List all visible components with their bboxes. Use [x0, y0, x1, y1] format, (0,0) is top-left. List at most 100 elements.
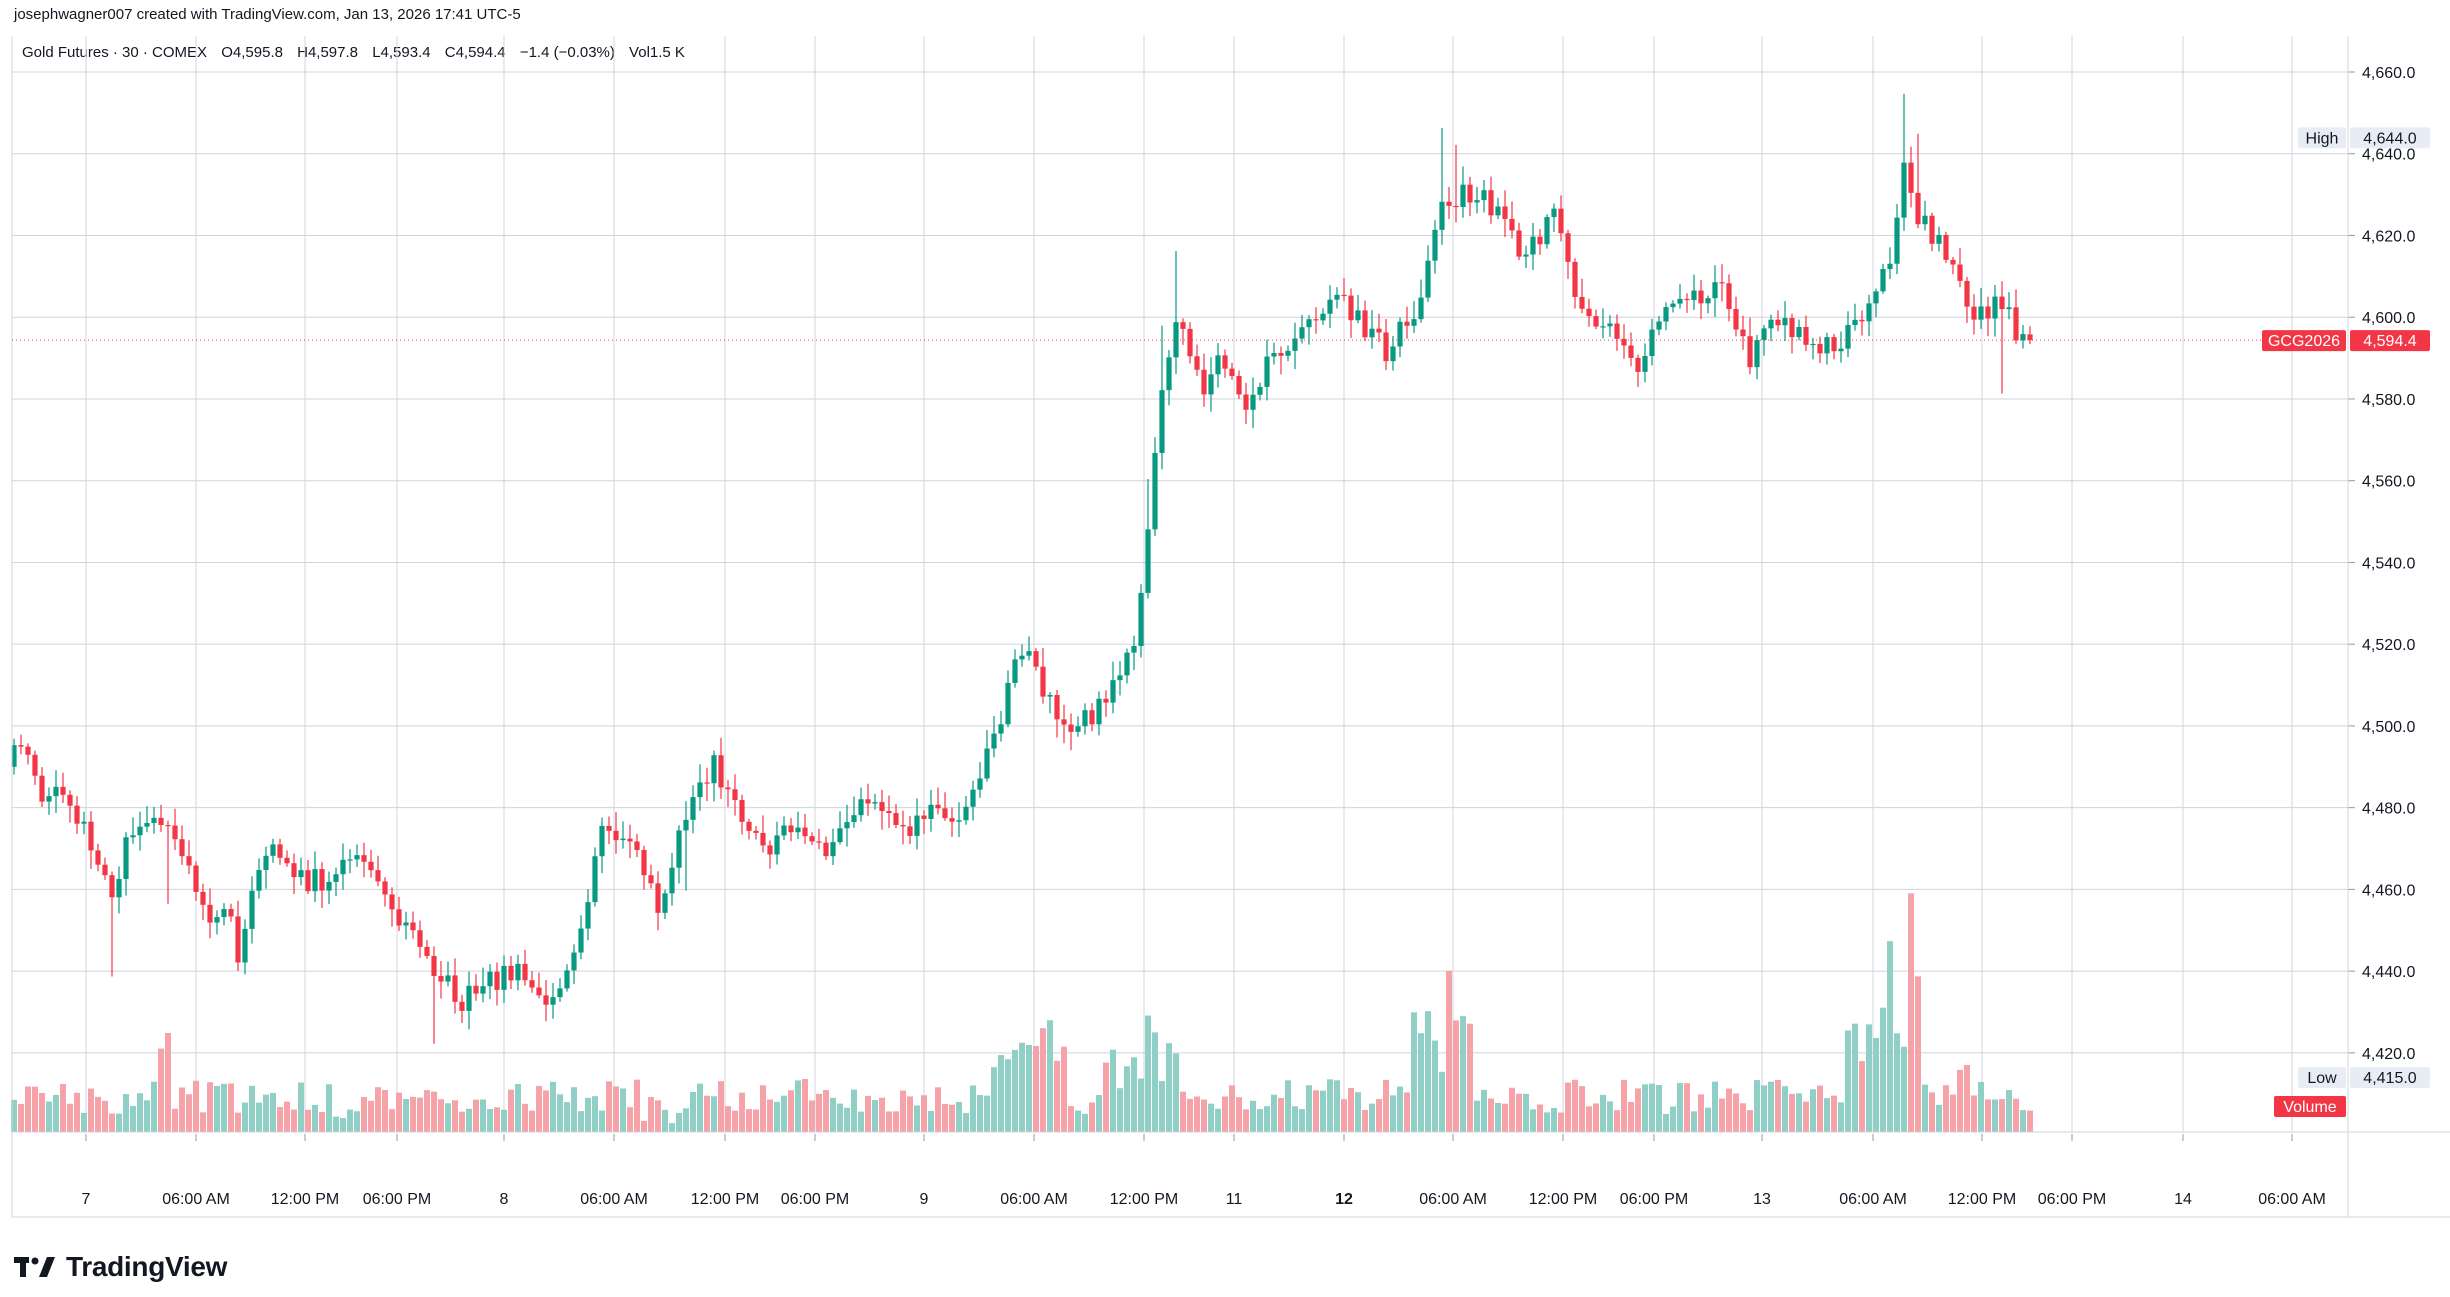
- volume-bar: [1859, 1061, 1865, 1132]
- volume-bar: [2020, 1110, 2026, 1132]
- candle-body: [1390, 346, 1396, 362]
- candle-body: [1992, 296, 1998, 319]
- candle-body: [186, 856, 192, 866]
- candle-body: [1061, 719, 1067, 725]
- volume-bar: [445, 1103, 451, 1132]
- volume-bar: [165, 1032, 171, 1132]
- volume-bar: [501, 1109, 507, 1132]
- candle-body: [1880, 269, 1886, 292]
- volume-bar: [1936, 1104, 1942, 1132]
- candle-body: [347, 859, 353, 861]
- volume-bar: [1824, 1098, 1830, 1132]
- volume-bar: [1908, 893, 1914, 1132]
- candle-body: [1180, 322, 1186, 329]
- volume-bar: [1474, 1100, 1480, 1132]
- candle-body: [809, 836, 815, 842]
- candle-body: [536, 987, 542, 996]
- volume-bar: [1369, 1103, 1375, 1132]
- candle-body: [1243, 394, 1249, 410]
- legend-open: O4,595.8: [221, 44, 283, 61]
- candle-body: [340, 859, 346, 875]
- candle-body: [403, 922, 409, 926]
- candle-body: [886, 811, 892, 814]
- candle-body: [844, 822, 850, 829]
- time-tick-label: 06:00 AM: [1000, 1191, 1068, 1208]
- volume-bar: [1831, 1095, 1837, 1132]
- volume-bar: [1460, 1016, 1466, 1132]
- candle-body: [235, 916, 241, 963]
- last-price-tag: 4,594.4: [2363, 333, 2416, 350]
- volume-bar: [109, 1113, 115, 1132]
- volume-bar: [1978, 1082, 1984, 1132]
- volume-bar: [1929, 1092, 1935, 1132]
- candle-body: [753, 830, 759, 833]
- candle-body: [431, 955, 437, 976]
- volume-bar: [1257, 1109, 1263, 1132]
- candle-body: [1845, 325, 1851, 349]
- volume-bar: [256, 1102, 262, 1132]
- volume-bar: [207, 1082, 213, 1132]
- volume-bar: [1530, 1109, 1536, 1132]
- volume-bar: [900, 1090, 906, 1132]
- volume-bar: [1383, 1079, 1389, 1132]
- candle-body: [1775, 319, 1781, 326]
- candle-body: [1096, 698, 1102, 725]
- price-tick-label: 4,580.0: [2362, 392, 2415, 409]
- volume-bar: [592, 1096, 598, 1132]
- symbol-name[interactable]: Gold Futures · 30 · COMEX: [22, 44, 208, 61]
- candle-body: [1761, 328, 1767, 341]
- candle-body: [1474, 200, 1480, 203]
- volume-bar: [697, 1083, 703, 1132]
- volume-bar: [613, 1086, 619, 1132]
- high-value-bg: [2350, 127, 2430, 149]
- volume-bar: [67, 1103, 73, 1132]
- candle-body: [858, 799, 864, 816]
- candle-body: [872, 802, 878, 804]
- tradingview-brand[interactable]: TradingView: [14, 1251, 227, 1283]
- candle-body: [1040, 666, 1046, 697]
- candle-body: [1740, 329, 1746, 337]
- candle-body: [1747, 336, 1753, 368]
- volume-bar: [1985, 1099, 1991, 1132]
- candle-body: [60, 786, 66, 795]
- candle-body: [1019, 655, 1025, 660]
- candle-body: [1866, 303, 1872, 322]
- candle-body: [739, 800, 745, 822]
- candle-body: [1922, 215, 1928, 225]
- candle-body: [1425, 260, 1431, 298]
- volume-bar: [970, 1085, 976, 1132]
- volume-bar: [879, 1097, 885, 1132]
- time-tick-label: 12:00 PM: [691, 1191, 759, 1208]
- volume-bar: [949, 1104, 955, 1132]
- volume-bar: [228, 1083, 234, 1132]
- volume-bar: [599, 1110, 605, 1132]
- volume-bar: [1614, 1110, 1620, 1132]
- volume-bar: [459, 1111, 465, 1132]
- time-tick-label: 7: [82, 1191, 91, 1208]
- candle-body: [144, 822, 150, 827]
- candle-body: [1852, 319, 1858, 326]
- candle-body: [1285, 350, 1291, 356]
- volume-bar: [718, 1081, 724, 1132]
- candle-body: [1495, 206, 1501, 216]
- candle-body: [81, 821, 87, 824]
- volume-bar: [1236, 1097, 1242, 1132]
- candle-body: [1005, 682, 1011, 725]
- candle-body: [487, 971, 493, 987]
- candle-body: [1117, 675, 1123, 681]
- candle-body: [1383, 332, 1389, 362]
- candle-body: [893, 813, 899, 825]
- volume-bar: [1082, 1113, 1088, 1132]
- time-tick-label: 12: [1335, 1191, 1353, 1208]
- volume-bar: [46, 1101, 52, 1132]
- candle-body: [410, 922, 416, 931]
- volume-bar: [851, 1089, 857, 1132]
- volume-bar: [1677, 1082, 1683, 1132]
- candle-body: [18, 745, 24, 747]
- candle-body: [1614, 323, 1620, 339]
- volume-bar: [1950, 1094, 1956, 1132]
- volume-bar: [102, 1100, 108, 1132]
- volume-bar: [1852, 1023, 1858, 1132]
- volume-bar: [375, 1087, 381, 1132]
